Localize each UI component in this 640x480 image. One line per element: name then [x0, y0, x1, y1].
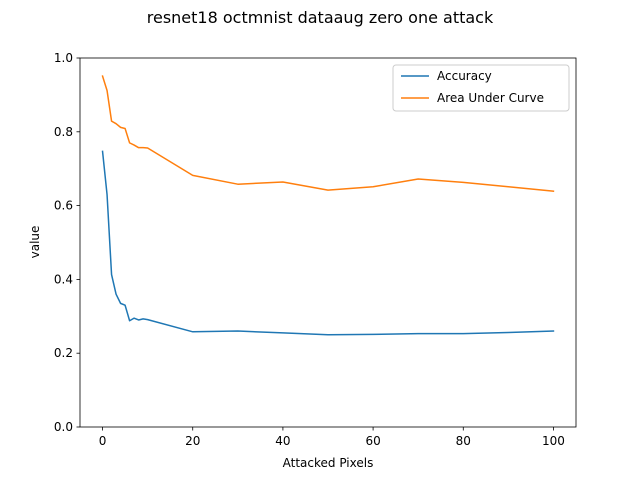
y-tick-label: 0.0	[54, 420, 73, 434]
x-tick-label: 0	[99, 434, 107, 448]
legend-label-1: Accuracy	[437, 69, 492, 83]
x-tick-label: 80	[456, 434, 471, 448]
axes-frame	[79, 57, 577, 428]
x-axis-label: Attacked Pixels	[283, 456, 374, 470]
y-tick-label: 0.4	[54, 272, 73, 286]
legend-box	[392, 64, 570, 112]
y-tick-label: 0.2	[54, 346, 73, 360]
legend: Accuracy Area Under Curve	[392, 64, 570, 112]
series-line-2	[101, 75, 555, 193]
y-tick-label: 0.6	[54, 199, 73, 213]
series-line-1	[101, 150, 555, 336]
x-tick-label: 60	[365, 434, 380, 448]
legend-label-2: Area Under Curve	[437, 91, 544, 105]
x-tick-label: 20	[185, 434, 200, 448]
y-tick-label: 1.0	[54, 51, 73, 65]
chart-title: resnet18 octmnist dataaug zero one attac…	[147, 8, 494, 27]
x-tick-label: 40	[275, 434, 290, 448]
x-tick-label: 100	[542, 434, 565, 448]
y-tick-label: 0.8	[54, 125, 73, 139]
plot-area: 0 20 40 60 80 100 0.0 0.2 0.4 0.6 0.8 1.0	[54, 51, 577, 448]
y-axis-label: value	[28, 226, 42, 259]
